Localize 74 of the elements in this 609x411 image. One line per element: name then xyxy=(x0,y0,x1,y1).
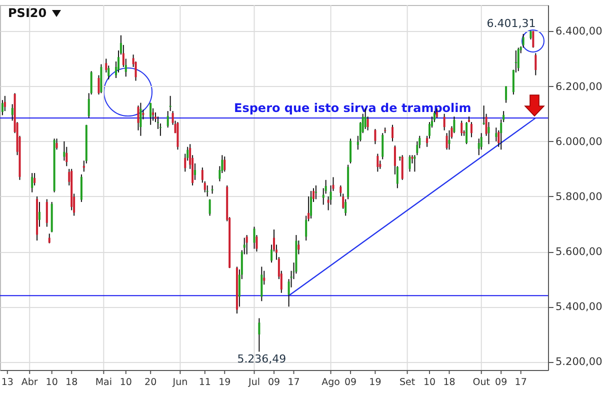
x-tick-label: 09 xyxy=(344,377,357,388)
x-tick-label: 17 xyxy=(514,377,527,388)
annotation: 5.236,49 xyxy=(237,352,286,366)
x-tick-label: 09 xyxy=(268,377,280,388)
candlestick xyxy=(466,122,468,145)
x-tick-label: 10 xyxy=(423,377,436,388)
candlestick xyxy=(376,153,379,172)
candlestick xyxy=(194,162,196,180)
x-tick-label: Jun xyxy=(172,377,188,388)
candlestick xyxy=(150,102,152,126)
x-tick-label: Mai xyxy=(95,377,112,388)
candlestick xyxy=(401,154,404,180)
candlestick xyxy=(517,47,520,72)
candlestick xyxy=(46,198,48,228)
candlestick xyxy=(4,95,6,112)
candlestick xyxy=(80,174,82,202)
y-tick-label: 5.600,00 xyxy=(556,246,602,258)
candlestick xyxy=(310,190,312,219)
candlestick xyxy=(260,266,263,302)
candlestick xyxy=(82,160,85,172)
x-tick-label: 19 xyxy=(369,377,382,388)
candlestick xyxy=(408,154,411,172)
y-tick-label: 5.200,00 xyxy=(556,356,602,368)
x-tick-label: 18 xyxy=(66,377,78,388)
candlestick xyxy=(152,108,154,122)
y-tick-label: 5.800,00 xyxy=(556,190,602,203)
candlestick xyxy=(208,198,211,216)
x-tick-label: Ago xyxy=(322,377,340,388)
candlestick xyxy=(382,132,384,160)
x-tick-label: 20 xyxy=(144,377,157,388)
candlestick xyxy=(38,201,40,228)
x-tick-label: 19 xyxy=(218,377,231,388)
x-tick-label: Abr xyxy=(21,377,38,388)
candlestick xyxy=(1,100,4,116)
y-tick-label: 5.400,00 xyxy=(556,301,602,314)
ref-line-label: Espero que isto sirva de trampolim xyxy=(234,100,472,115)
candlestick xyxy=(246,234,248,255)
x-tick-label: 09 xyxy=(495,377,508,388)
annotation: 6.401,31 xyxy=(486,16,536,30)
candlestick xyxy=(443,113,446,131)
candlestick xyxy=(140,102,142,136)
chart-title: PSI20 xyxy=(8,6,47,20)
candlestick xyxy=(224,156,226,172)
candlestick xyxy=(470,122,472,138)
x-tick-label: Out xyxy=(472,377,490,388)
candlestick xyxy=(460,120,463,136)
candlestick xyxy=(350,138,352,164)
candlestick xyxy=(532,30,534,48)
x-tick-label: Jul xyxy=(248,377,260,388)
candlestick xyxy=(206,184,208,197)
candlestick xyxy=(505,86,508,104)
candlestick xyxy=(446,132,448,150)
x-tick-label: Set xyxy=(399,377,416,388)
y-tick-label: 6.000,00 xyxy=(556,136,602,148)
candlestick xyxy=(534,52,537,76)
x-tick-label: 13 xyxy=(1,377,14,388)
candlestick xyxy=(391,124,394,142)
y-tick-label: 6.200,00 xyxy=(556,80,602,93)
candlestick xyxy=(142,109,144,120)
candlestick xyxy=(176,122,179,150)
x-tick-label: 10 xyxy=(46,377,58,388)
candlestick xyxy=(48,233,50,244)
candlestick xyxy=(448,130,450,150)
x-tick-label: 10 xyxy=(120,377,132,388)
candlestick xyxy=(258,318,260,352)
candlestick xyxy=(166,110,169,128)
candlestick xyxy=(11,104,14,122)
candlestick xyxy=(253,226,256,250)
candlestick xyxy=(374,128,376,145)
x-tick-label: 11 xyxy=(198,377,211,388)
y-tick-label: 6.400,00 xyxy=(556,26,602,38)
candlestick xyxy=(31,172,34,193)
x-tick-label: 18 xyxy=(443,377,456,388)
x-tick-label: 17 xyxy=(288,377,300,388)
